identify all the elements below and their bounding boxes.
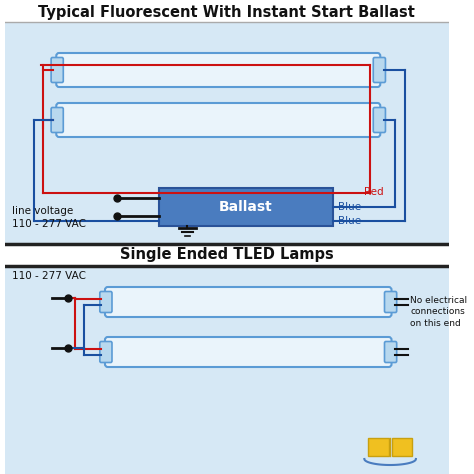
Text: 110 - 277 VAC: 110 - 277 VAC [12,271,86,281]
FancyBboxPatch shape [368,438,389,456]
FancyBboxPatch shape [56,103,380,137]
FancyBboxPatch shape [5,0,449,22]
Text: line voltage
110 - 277 VAC: line voltage 110 - 277 VAC [12,206,86,229]
Text: Red: Red [365,187,384,197]
FancyBboxPatch shape [105,287,392,317]
FancyBboxPatch shape [159,188,333,226]
FancyBboxPatch shape [5,244,449,266]
Text: Typical Fluorescent With Instant Start Ballast: Typical Fluorescent With Instant Start B… [38,4,415,19]
Text: Blue: Blue [338,202,361,212]
FancyBboxPatch shape [5,0,449,244]
FancyBboxPatch shape [51,108,64,133]
Text: Ballast: Ballast [219,200,273,214]
Text: Single Ended TLED Lamps: Single Ended TLED Lamps [120,247,334,263]
FancyBboxPatch shape [384,341,397,363]
FancyBboxPatch shape [384,292,397,312]
FancyBboxPatch shape [100,292,112,312]
FancyBboxPatch shape [373,108,385,133]
Text: Blue: Blue [338,216,361,226]
FancyBboxPatch shape [373,57,385,82]
FancyBboxPatch shape [51,57,64,82]
Text: No electrical
connections
on this end: No electrical connections on this end [410,296,467,328]
FancyBboxPatch shape [5,244,449,474]
FancyBboxPatch shape [392,438,412,456]
FancyBboxPatch shape [105,337,392,367]
FancyBboxPatch shape [100,341,112,363]
FancyBboxPatch shape [56,53,380,87]
